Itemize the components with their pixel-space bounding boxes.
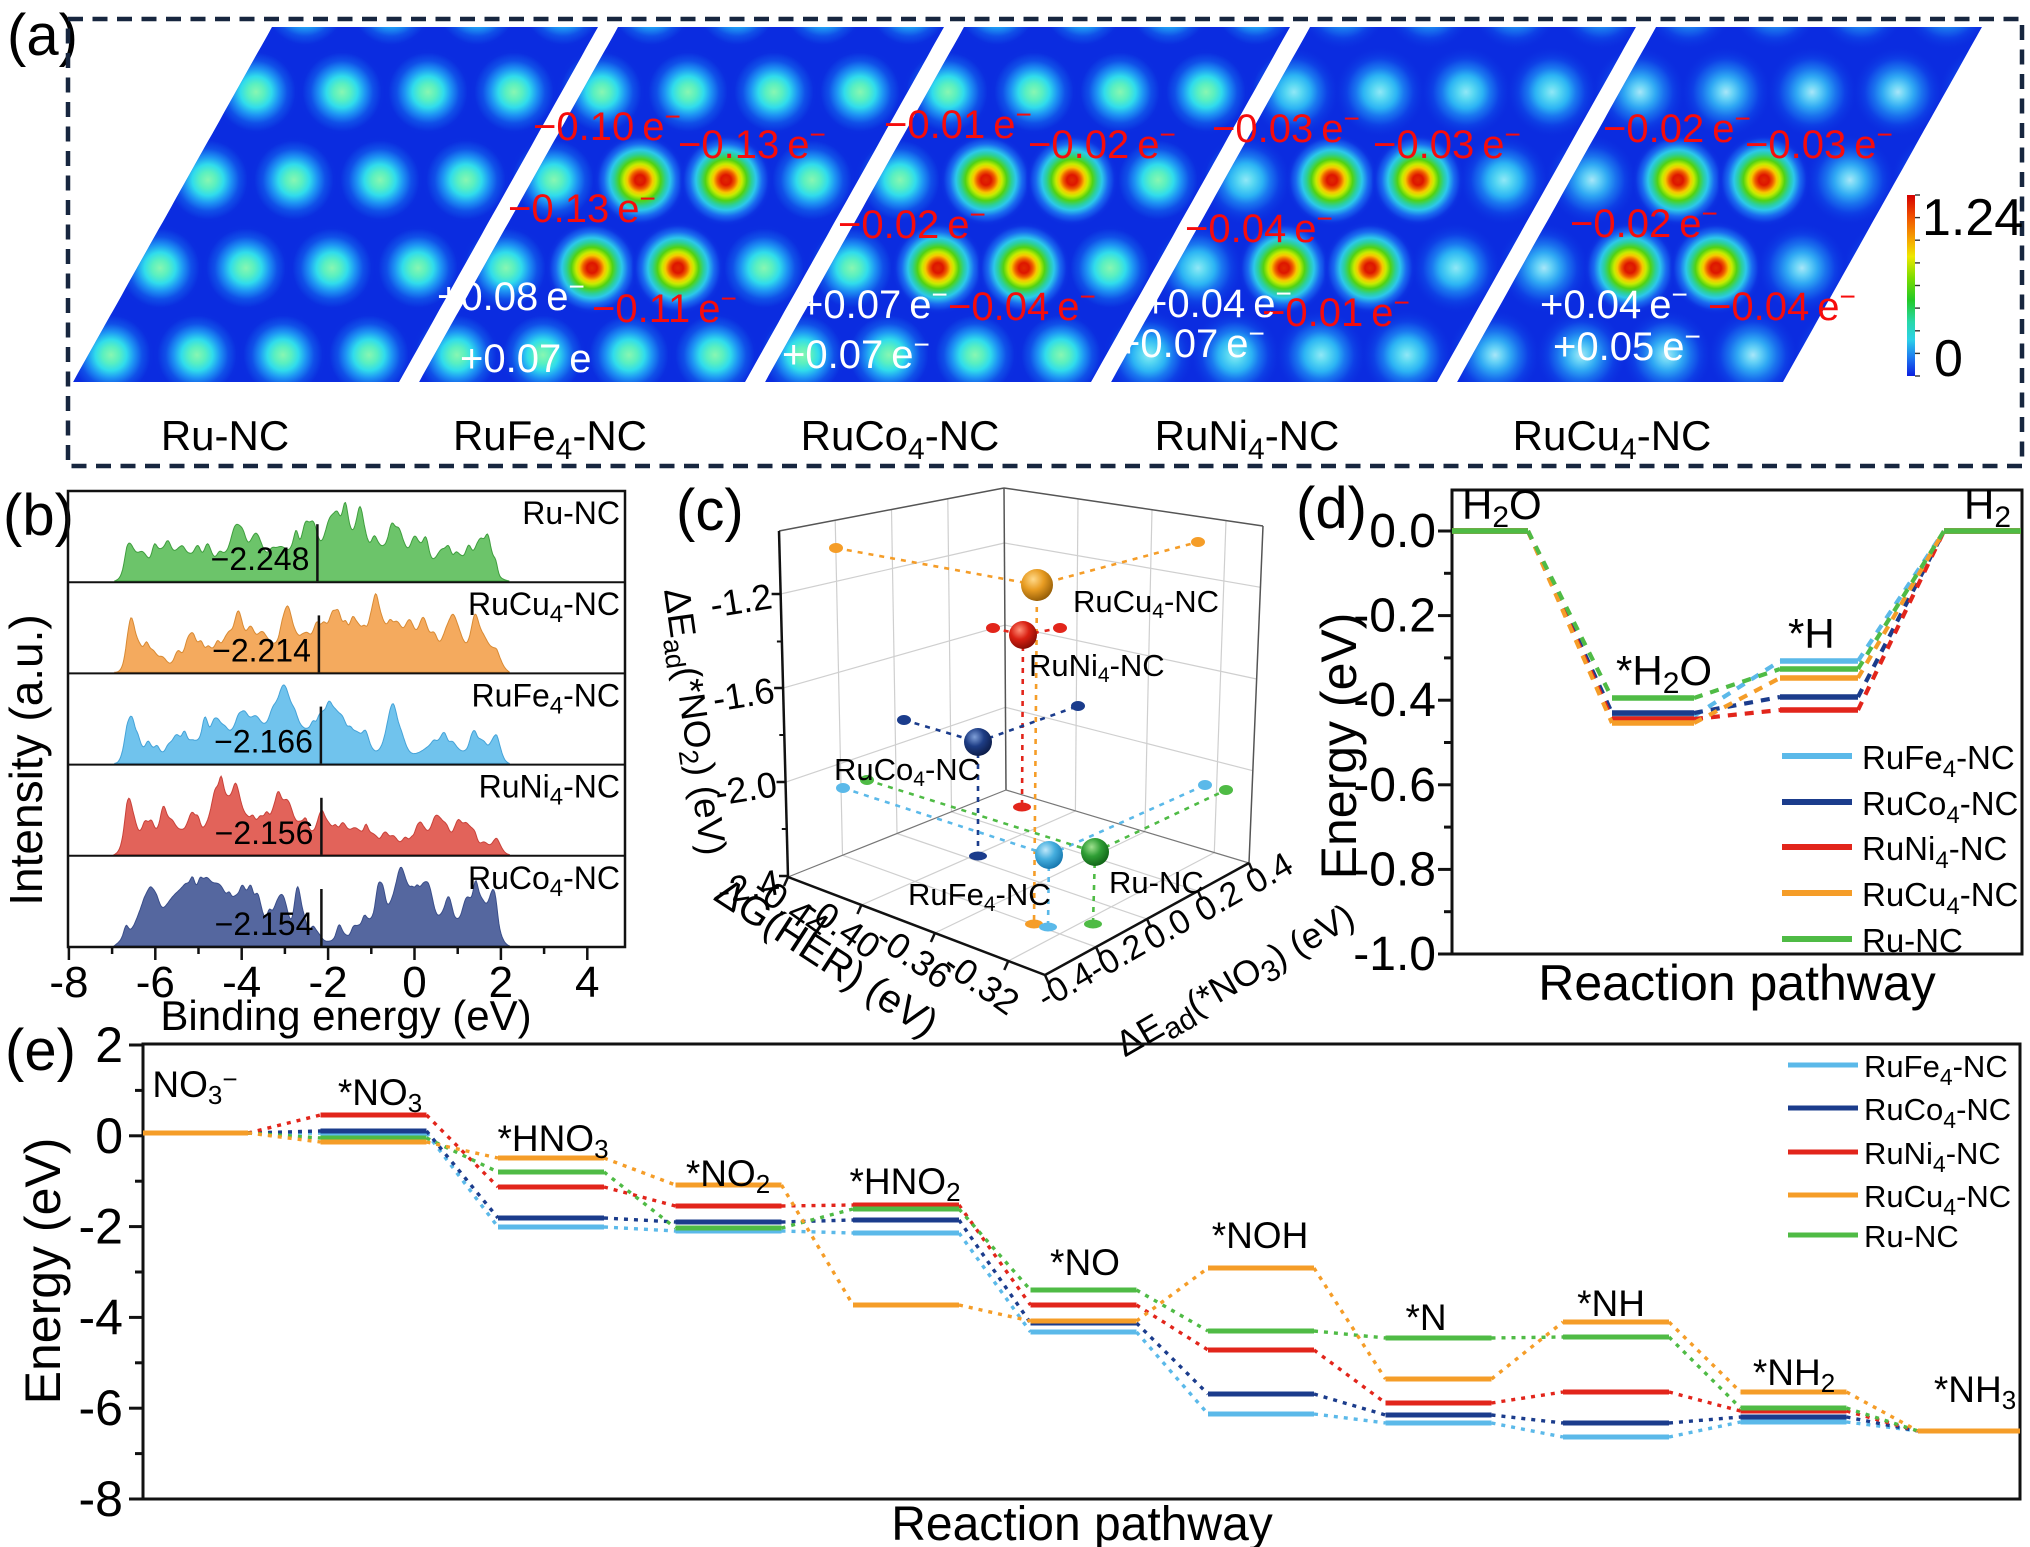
svg-text:-2.4: -2.4 — [715, 861, 783, 911]
svg-text:−0.03 e−: −0.03 e− — [1373, 119, 1521, 167]
svg-text:*H: *H — [1788, 610, 1835, 657]
svg-text:RuNi4-NC: RuNi4-NC — [1155, 412, 1340, 466]
svg-text:Ru-NC: Ru-NC — [1862, 922, 1963, 959]
svg-text:−0.04 e−: −0.04 e− — [948, 281, 1096, 329]
svg-text:RuCu4-NC: RuCu4-NC — [1073, 584, 1219, 623]
svg-text:−0.02 e−: −0.02 e− — [1603, 103, 1751, 151]
svg-text:0: 0 — [95, 1108, 123, 1164]
svg-text:0: 0 — [1934, 330, 1963, 388]
svg-text:RuCo4-NC: RuCo4-NC — [468, 860, 620, 902]
svg-text:+0.04 e−: +0.04 e− — [1144, 278, 1292, 326]
svg-text:−0.13 e−: −0.13 e− — [508, 183, 656, 231]
svg-text:RuCu4-NC: RuCu4-NC — [1864, 1179, 2011, 1220]
svg-text:RuCo4-NC: RuCo4-NC — [801, 412, 1000, 466]
svg-text:−0.01 e−: −0.01 e− — [1262, 287, 1410, 335]
svg-text:RuCu4-NC: RuCu4-NC — [1513, 412, 1712, 466]
svg-text:Binding energy (eV): Binding energy (eV) — [160, 992, 531, 1039]
svg-text:+0.05 e−: +0.05 e− — [1553, 321, 1701, 369]
svg-text:−0.02 e−: −0.02 e− — [838, 199, 986, 247]
svg-text:(e): (e) — [5, 1018, 76, 1083]
svg-text:-0.6: -0.6 — [1353, 759, 1436, 812]
svg-text:RuNi4-NC: RuNi4-NC — [1862, 830, 2007, 874]
svg-text:RuCu4-NC: RuCu4-NC — [1862, 876, 2018, 920]
svg-text:RuNi4-NC: RuNi4-NC — [479, 769, 620, 811]
svg-text:-0.8: -0.8 — [1353, 843, 1436, 896]
svg-text:RuCo4-NC: RuCo4-NC — [1864, 1092, 2011, 1133]
svg-text:Energy (eV): Energy (eV) — [1311, 613, 1367, 880]
svg-text:(d): (d) — [1296, 476, 1367, 541]
svg-text:−0.04 e−: −0.04 e− — [1708, 281, 1856, 329]
svg-text:RuCo4-NC: RuCo4-NC — [834, 752, 980, 791]
svg-text:−0.03 e−: −0.03 e− — [1212, 103, 1360, 151]
svg-text:Reaction pathway: Reaction pathway — [891, 1498, 1273, 1547]
svg-text:RuNi4-NC: RuNi4-NC — [1029, 648, 1165, 687]
svg-text:(b): (b) — [3, 483, 74, 548]
svg-text:RuNi4-NC: RuNi4-NC — [1864, 1136, 2001, 1177]
svg-text:-1.2: -1.2 — [707, 575, 775, 625]
svg-text:-2: -2 — [79, 1199, 123, 1255]
svg-text:-8: -8 — [79, 1471, 123, 1527]
svg-text:RuCo4-NC: RuCo4-NC — [1862, 785, 2018, 829]
svg-text:+0.07 e−: +0.07 e− — [1117, 318, 1265, 366]
svg-text:*HNO2: *HNO2 — [849, 1161, 960, 1207]
svg-text:-2.0: -2.0 — [712, 763, 780, 813]
svg-text:-0.4: -0.4 — [1353, 674, 1436, 727]
svg-text:+0.07 e: +0.07 e — [460, 337, 591, 381]
svg-text:Ru-NC: Ru-NC — [522, 495, 620, 531]
svg-text:RuFe4-NC: RuFe4-NC — [908, 877, 1051, 916]
svg-text:Ru-NC: Ru-NC — [1109, 865, 1204, 900]
svg-text:Reaction pathway: Reaction pathway — [1538, 955, 1935, 1011]
svg-text:RuFe4-NC: RuFe4-NC — [472, 677, 620, 719]
svg-text:+0.07 e−: +0.07 e− — [782, 329, 930, 377]
svg-text:+0.04 e−: +0.04 e− — [1540, 279, 1688, 327]
svg-text:0: 0 — [402, 958, 426, 1007]
svg-text:-6: -6 — [79, 1380, 123, 1436]
svg-text:RuFe4-NC: RuFe4-NC — [1862, 739, 2015, 783]
svg-text:2: 2 — [489, 958, 513, 1007]
svg-text:−0.01 e−: −0.01 e− — [884, 99, 1032, 147]
svg-text:(c): (c) — [676, 478, 744, 543]
svg-text:-0.2: -0.2 — [1353, 590, 1436, 643]
svg-text:RuFe4-NC: RuFe4-NC — [453, 412, 647, 466]
svg-text:2: 2 — [95, 1017, 123, 1073]
svg-text:*N: *N — [1405, 1297, 1446, 1338]
svg-text:NO3−: NO3− — [152, 1064, 237, 1110]
svg-text:−0.04 e−: −0.04 e− — [1185, 203, 1333, 251]
svg-text:−0.10 e−: −0.10 e− — [533, 101, 681, 149]
svg-text:*NOH: *NOH — [1212, 1215, 1309, 1256]
svg-text:−0.13 e−: −0.13 e− — [678, 119, 826, 167]
svg-text:−2.154: −2.154 — [215, 906, 314, 942]
svg-text:1.24: 1.24 — [1922, 189, 2023, 247]
svg-text:0.0: 0.0 — [1369, 505, 1436, 558]
svg-text:−2.248: −2.248 — [211, 541, 310, 577]
svg-text:-1.6: -1.6 — [710, 669, 778, 719]
svg-text:RuFe4-NC: RuFe4-NC — [1864, 1049, 2008, 1090]
svg-text:4: 4 — [575, 958, 599, 1007]
svg-text:RuCu4-NC: RuCu4-NC — [468, 586, 620, 628]
svg-text:Energy (eV): Energy (eV) — [15, 1138, 71, 1405]
svg-text:-8: -8 — [49, 958, 88, 1007]
svg-text:+0.07 e−: +0.07 e− — [800, 279, 948, 327]
svg-text:*NH: *NH — [1577, 1283, 1645, 1324]
svg-text:−0.03 e−: −0.03 e− — [1745, 119, 1893, 167]
svg-text:−2.156: −2.156 — [215, 815, 314, 851]
svg-text:−0.02 e−: −0.02 e− — [1570, 198, 1718, 246]
svg-text:Ru-NC: Ru-NC — [161, 412, 289, 459]
svg-text:Intensity (a.u.): Intensity (a.u.) — [0, 614, 52, 905]
svg-text:-4: -4 — [222, 958, 261, 1007]
svg-text:−0.11 e−: −0.11 e− — [592, 283, 737, 331]
svg-text:−2.214: −2.214 — [212, 632, 311, 668]
svg-text:Ru-NC: Ru-NC — [1864, 1219, 1959, 1254]
svg-text:-1.0: -1.0 — [1353, 928, 1436, 981]
svg-text:+0.08 e−: +0.08 e− — [437, 271, 585, 319]
svg-text:−2.166: −2.166 — [214, 724, 313, 760]
svg-text:-2: -2 — [309, 958, 348, 1007]
svg-text:*HNO3: *HNO3 — [497, 1118, 608, 1164]
svg-text:−0.02 e−: −0.02 e− — [1028, 119, 1176, 167]
svg-text:*NO: *NO — [1050, 1242, 1120, 1283]
svg-text:-4: -4 — [79, 1289, 123, 1345]
svg-text:-6: -6 — [136, 958, 175, 1007]
